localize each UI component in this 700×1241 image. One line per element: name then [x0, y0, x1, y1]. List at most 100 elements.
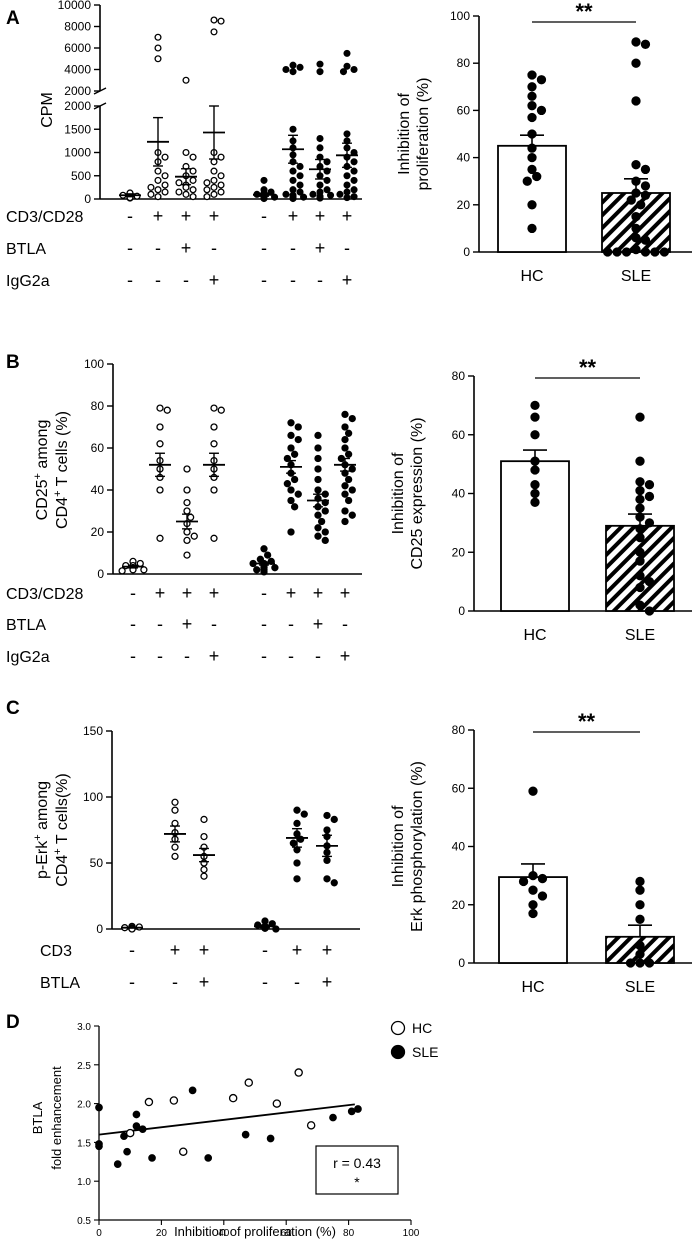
legend-hc-marker: [390, 1020, 406, 1036]
significance-stars: **: [579, 355, 597, 380]
minus-sign: -: [127, 238, 133, 258]
c-dot-y-tick-label: 150: [83, 724, 103, 738]
minus-sign: -: [157, 614, 163, 634]
y-axis-title-line: CD25 expression (%): [409, 417, 426, 569]
data-point-open: [161, 181, 169, 189]
data-point-open: [210, 28, 218, 36]
condition-label: IgG2a: [6, 649, 50, 666]
sle-point: [204, 1154, 213, 1162]
minus-sign: -: [261, 206, 267, 226]
minus-sign: -: [130, 646, 136, 666]
data-point-open: [189, 186, 197, 194]
data-point-filled: [341, 435, 349, 444]
data-point-filled: [293, 806, 301, 814]
data-point-open: [210, 440, 218, 448]
data-point-filled: [635, 876, 645, 887]
plus-sign: +: [342, 206, 353, 226]
panel-letter-D: D: [6, 1012, 20, 1033]
data-point-filled: [640, 39, 651, 49]
data-point-filled: [289, 839, 298, 847]
data-point-filled: [343, 130, 351, 138]
data-point-open: [217, 188, 225, 196]
data-point-filled: [625, 958, 636, 968]
data-point-filled: [341, 410, 349, 419]
y-axis-title: Inhibition of proliferation (%): [396, 78, 432, 191]
b-dot-y-tick-label: 40: [91, 483, 105, 497]
data-point-filled: [635, 512, 645, 522]
plus-sign: +: [170, 940, 181, 960]
y-axis-title-line: Inhibition of: [396, 93, 413, 175]
data-point-filled: [348, 465, 356, 473]
data-point-filled: [348, 511, 356, 519]
minus-sign: -: [262, 972, 268, 992]
data-point-filled: [536, 105, 547, 116]
d-y-tick-label: 1.5: [77, 1138, 91, 1149]
panel-letter-A: A: [6, 8, 20, 29]
data-point-open: [183, 536, 191, 545]
data-point-filled: [316, 68, 324, 76]
data-point-filled: [289, 194, 297, 203]
data-point-open: [189, 193, 197, 201]
condition-label: IgG2a: [6, 273, 50, 290]
data-point-open: [118, 567, 126, 575]
d-y-axis-title-line: fold enhancement: [49, 1066, 64, 1170]
plus-sign: +: [342, 270, 353, 290]
data-point-filled: [296, 63, 304, 71]
data-point-filled: [314, 431, 322, 440]
plus-sign: +: [315, 238, 326, 258]
data-point-open: [210, 190, 218, 198]
plus-sign: +: [313, 614, 324, 634]
plus-sign: +: [340, 583, 351, 603]
data-point-filled: [631, 223, 641, 234]
data-point-open: [182, 76, 190, 84]
data-point-filled: [321, 507, 329, 515]
sle-point: [148, 1154, 156, 1162]
data-point-filled: [293, 819, 301, 828]
data-point-open: [175, 188, 183, 196]
significance-stars: **: [578, 709, 596, 734]
data-point-filled: [350, 65, 358, 74]
data-point-filled: [327, 191, 335, 199]
y-axis-title-line: CPM: [39, 92, 56, 128]
data-point-filled: [323, 875, 331, 883]
plus-sign: +: [313, 583, 324, 603]
data-point-filled: [343, 172, 351, 180]
hc-point: [178, 1147, 188, 1156]
bar-chart-y-tick-label: 0: [458, 604, 465, 618]
data-point-filled: [283, 480, 292, 488]
data-point-filled: [289, 125, 297, 133]
data-point-filled: [528, 900, 538, 910]
data-point-filled: [316, 144, 324, 152]
data-point-open: [200, 872, 208, 880]
data-point-filled: [316, 135, 324, 143]
sle-point: [188, 1086, 197, 1095]
data-point-open: [210, 486, 218, 494]
sle-point: [138, 1125, 147, 1134]
y-axis-title: p-Erk+ amongCD4+ T cells(%): [32, 773, 71, 886]
data-point-filled: [631, 188, 641, 198]
hc-point: [272, 1099, 282, 1108]
data-point-filled: [527, 143, 537, 153]
data-point-filled: [644, 606, 655, 616]
y-tick-label: 4000: [64, 63, 91, 77]
data-point-open: [136, 559, 144, 568]
data-point-open: [183, 498, 191, 507]
data-point-open: [190, 532, 198, 540]
plus-sign: +: [181, 206, 192, 226]
sle-point: [113, 1160, 122, 1168]
data-point-filled: [323, 176, 331, 184]
data-point-filled: [631, 211, 641, 222]
data-point-filled: [532, 171, 542, 182]
category-label: HC: [521, 979, 544, 996]
data-point-open: [154, 44, 162, 52]
y-tick-label: 6000: [64, 41, 91, 55]
sle-point: [329, 1113, 337, 1122]
legend-sle-marker: [390, 1044, 406, 1060]
sle-point: [132, 1110, 141, 1119]
plus-sign: +: [288, 206, 299, 226]
hc-point: [144, 1097, 154, 1107]
d-y-tick-label: 2.5: [77, 1061, 91, 1072]
data-point-filled: [343, 181, 351, 189]
data-point-open: [189, 176, 197, 184]
data-point-open: [217, 406, 225, 414]
